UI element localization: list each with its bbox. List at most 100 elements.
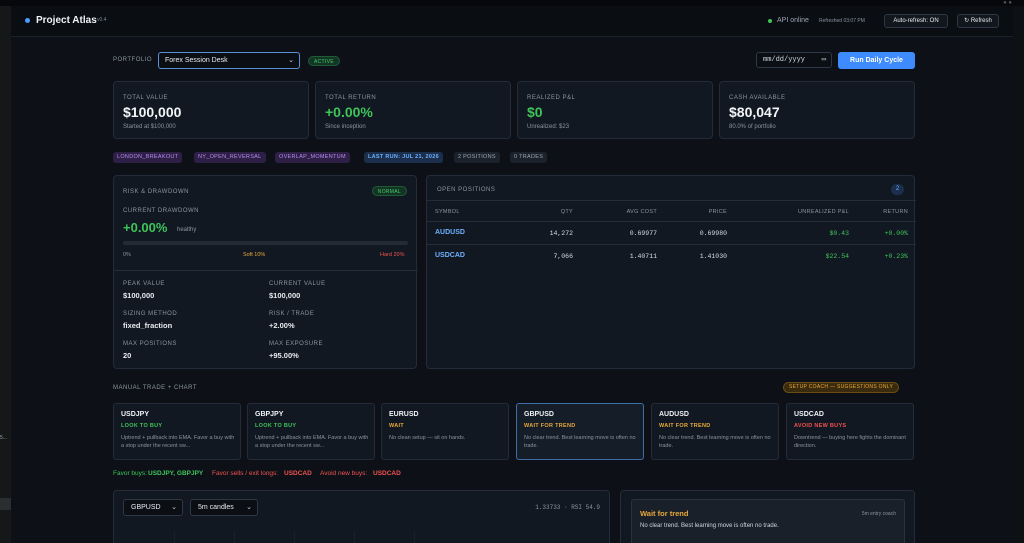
position-return: +0.00%: [884, 230, 908, 237]
stat-value: +95.00%: [269, 351, 299, 360]
kpi-label: Total Value: [123, 95, 168, 101]
kpi-card-total-return: Total Return +0.00% Since inception: [315, 81, 511, 139]
pair-card-eurusd[interactable]: EURUSD Wait No clean setup — sit on hand…: [381, 403, 509, 460]
positions-count-tag: 2 positions: [454, 152, 500, 163]
drawdown-mark-hard: Hard 20%: [380, 252, 405, 258]
coach-description: No clear trend. Best learning move is of…: [640, 523, 779, 529]
divider: [427, 244, 916, 245]
divider: [427, 200, 916, 201]
kpi-card-cash-available: Cash Available $80,047 80.0% of portfoli…: [719, 81, 915, 139]
col-header-unrealized-pnl[interactable]: Unrealized P&L: [798, 209, 849, 215]
position-price: 1.41030: [699, 253, 727, 260]
stat-value: $100,000: [269, 291, 301, 300]
last-run-tag: Last run: Jul 21, 2026: [364, 152, 443, 163]
stat-label: Max Exposure: [269, 341, 324, 347]
run-daily-cycle-button[interactable]: Run Daily Cycle: [838, 52, 915, 69]
pair-action: Wait: [389, 423, 404, 429]
pair-card-gbpjpy[interactable]: GBPJPY Look to buy Uptrend + pullback in…: [247, 403, 375, 460]
position-qty: 14,272: [549, 230, 573, 237]
left-gutter: 5...: [0, 6, 11, 543]
pair-description: No clean setup — sit on hands.: [389, 435, 466, 441]
gutter-mark: 5...: [0, 435, 7, 441]
portfolio-select-value: Forex Session Desk: [165, 57, 228, 64]
kpi-value: +0.00%: [325, 104, 373, 120]
pair-card-usdcad[interactable]: USDCAD Avoid new buys Downtrend — buying…: [786, 403, 914, 460]
position-avg-cost: 1.40711: [629, 253, 657, 260]
position-symbol[interactable]: USDCAD: [435, 252, 465, 259]
pair-symbol: EURUSD: [389, 411, 419, 418]
avoid-buys: USDCAD: [373, 470, 401, 477]
portfolio-status-badge: Active: [308, 56, 340, 66]
date-placeholder: mm/dd/yyyy: [763, 56, 806, 64]
refresh-button[interactable]: ↻ Refresh: [957, 14, 999, 28]
chevron-down-icon: ⌄: [171, 504, 177, 511]
risk-title: Risk & Drawdown: [123, 189, 189, 195]
portfolio-select[interactable]: Forex Session Desk ⌄: [158, 52, 300, 69]
timeframe-select[interactable]: 5m candles ⌄: [190, 499, 258, 516]
brand-dot-icon: [25, 18, 30, 23]
positions-count-badge: 2: [891, 184, 904, 195]
calendar-icon[interactable]: ▭: [821, 56, 826, 64]
chevron-down-icon: ⌄: [288, 57, 294, 64]
col-header-return[interactable]: Return: [883, 209, 908, 215]
divider: [114, 270, 418, 271]
kpi-sub: Since inception: [325, 124, 366, 130]
drawdown-bar: [123, 241, 408, 245]
kpi-card-realized-pnl: Realized P&L $0 Unrealized: $23: [517, 81, 713, 139]
position-symbol[interactable]: AUDUSD: [435, 229, 465, 236]
col-header-avg-cost[interactable]: Avg Cost: [626, 209, 657, 215]
strategy-tag: OVERLAP_MOMENTUM: [275, 152, 350, 163]
right-gutter: [1013, 6, 1024, 543]
api-status-dot-icon: [768, 19, 772, 23]
timeframe-select-value: 5m candles: [198, 504, 234, 511]
kpi-label: Realized P&L: [527, 95, 576, 101]
col-header-price[interactable]: Price: [708, 209, 727, 215]
pair-description: Uptrend + pullback into EMA. Favor a buy…: [121, 435, 235, 449]
favor-sells: USDCAD: [284, 470, 312, 477]
entry-coach-card: Wait for trend 5m entry coach No clear t…: [620, 490, 915, 543]
trades-count-tag: 0 trades: [510, 152, 548, 163]
position-return: +0.23%: [884, 253, 908, 260]
chart-gridline: [354, 531, 355, 543]
auto-refresh-toggle[interactable]: Auto-refresh: ON: [884, 14, 948, 28]
col-header-symbol[interactable]: Symbol: [435, 209, 460, 215]
gutter-block: [0, 498, 11, 510]
stat-value: +2.00%: [269, 321, 295, 330]
pair-card-usdjpy[interactable]: USDJPY Look to buy Uptrend + pullback in…: [113, 403, 241, 460]
pair-symbol: GBPJPY: [255, 411, 284, 418]
pair-description: No clear trend. Best learning move is of…: [659, 435, 771, 449]
position-price: 0.69980: [699, 230, 727, 237]
drawdown-mark-zero: 0%: [123, 252, 131, 258]
browser-top-strip: ● ●: [0, 0, 1024, 6]
current-drawdown-label: Current Drawdown: [123, 208, 199, 214]
pair-description: Uptrend + pullback into EMA. Favor a buy…: [255, 435, 369, 449]
price-chart-card: GBPUSD ⌄ 5m candles ⌄ 1.33733 · RSI 54.9: [113, 490, 610, 543]
symbol-select[interactable]: GBPUSD ⌄: [123, 499, 183, 516]
kpi-sub: Started at $100,000: [123, 124, 176, 130]
kpi-value: $0: [527, 104, 543, 120]
pair-description: No clear trend. Best learning move is of…: [524, 435, 636, 449]
kpi-sub: 80.0% of portfolio: [729, 124, 776, 130]
stat-label: Current Value: [269, 281, 326, 287]
col-header-qty[interactable]: Qty: [560, 209, 573, 215]
pair-action: Avoid new buys: [794, 423, 847, 429]
strategy-tag: LONDON_BREAKOUT: [113, 152, 183, 163]
avoid-buys-label: Avoid new buys:: [320, 470, 368, 477]
stat-value: fixed_fraction: [123, 321, 173, 330]
stat-label: Risk / Trade: [269, 311, 315, 317]
stat-label: Sizing Method: [123, 311, 178, 317]
pair-action: Wait for trend: [659, 423, 711, 429]
chart-gridline: [414, 531, 415, 543]
current-drawdown-value: +0.00%: [123, 220, 168, 235]
date-input[interactable]: mm/dd/yyyy ▭: [756, 52, 832, 68]
price-rsi-readout: 1.33733 · RSI 54.9: [535, 504, 600, 511]
pair-action: Look to buy: [255, 423, 297, 429]
position-avg-cost: 0.69977: [629, 230, 657, 237]
pair-symbol: USDCAD: [794, 411, 824, 418]
drawdown-state: healthy: [177, 227, 197, 233]
pair-card-gbpusd[interactable]: GBPUSD Wait for trend No clear trend. Be…: [516, 403, 644, 460]
symbol-select-value: GBPUSD: [131, 504, 161, 511]
pair-card-audusd[interactable]: AUDUSD Wait for trend No clear trend. Be…: [651, 403, 779, 460]
kpi-value: $100,000: [123, 104, 182, 120]
refreshed-timestamp: Refreshed 03:07 PM: [819, 18, 865, 24]
